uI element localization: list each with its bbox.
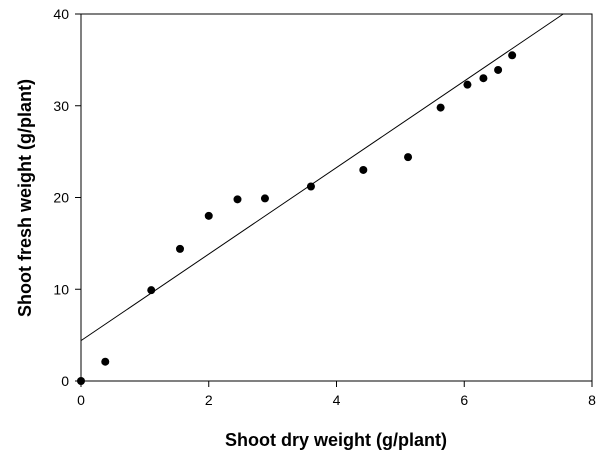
y-axis-title: Shoot fresh weight (g/plant): [15, 79, 35, 317]
data-point: [306, 182, 315, 191]
data-point: [233, 195, 242, 204]
y-tick-label: 30: [53, 98, 69, 114]
x-tick-label: 0: [77, 392, 85, 408]
data-point: [508, 51, 517, 60]
data-point: [404, 153, 413, 162]
y-tick-label: 40: [53, 6, 69, 22]
axes: [80, 13, 593, 382]
data-point: [77, 377, 85, 385]
y-tick-label: 20: [53, 190, 69, 206]
plot-frame: [80, 13, 593, 382]
ticks: 0 2 4 6 8 0 10 20 30 40: [53, 6, 596, 408]
data-point: [204, 211, 213, 220]
data-point: [176, 244, 185, 253]
data-points: [77, 51, 517, 385]
x-tick-label: 2: [205, 392, 213, 408]
data-point: [479, 74, 488, 83]
data-point: [436, 103, 445, 112]
data-point: [359, 165, 368, 174]
regression-line: [80, 13, 564, 342]
y-tick-label: 0: [61, 373, 69, 389]
data-point: [260, 194, 269, 203]
data-point: [494, 65, 503, 74]
x-tick-label: 6: [460, 392, 468, 408]
x-axis-title: Shoot dry weight (g/plant): [225, 430, 447, 450]
x-tick-label: 8: [588, 392, 596, 408]
data-point: [463, 80, 472, 89]
fit-line-group: [80, 13, 564, 342]
data-point: [101, 357, 110, 366]
y-tick-label: 10: [53, 281, 69, 297]
data-point: [147, 286, 156, 295]
x-tick-label: 4: [333, 392, 341, 408]
